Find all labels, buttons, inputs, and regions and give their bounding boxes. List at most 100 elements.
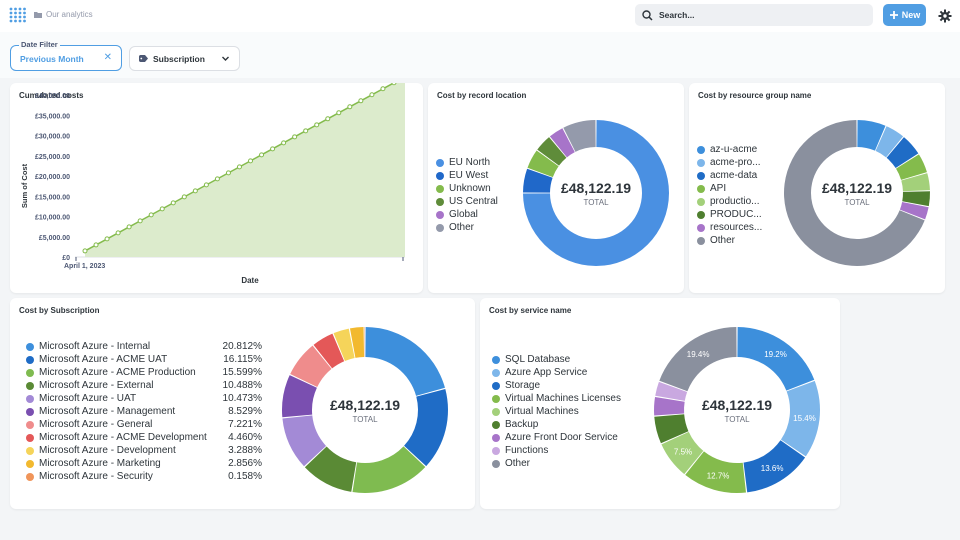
donut-slice[interactable] <box>654 397 685 416</box>
legend-item[interactable]: Other <box>436 221 526 234</box>
data-point[interactable] <box>214 176 220 182</box>
legend-item[interactable]: EU North <box>436 156 526 169</box>
data-point[interactable] <box>303 128 309 134</box>
donut-slice[interactable] <box>743 440 806 493</box>
donut-slice[interactable] <box>523 120 669 267</box>
legend-item[interactable]: Unknown <box>436 182 526 195</box>
donut-slice[interactable] <box>784 120 925 267</box>
data-point[interactable] <box>248 158 254 164</box>
legend-item[interactable]: Microsoft Azure - External 10.488% <box>26 379 262 392</box>
data-point[interactable] <box>181 194 187 200</box>
data-point[interactable] <box>292 134 298 140</box>
donut-slice[interactable] <box>875 126 904 158</box>
donut-slice[interactable] <box>523 168 553 193</box>
data-point[interactable] <box>148 212 154 218</box>
donut-slice[interactable] <box>886 137 919 169</box>
legend-item[interactable]: Other <box>697 234 777 247</box>
donut-slice[interactable] <box>349 327 365 358</box>
donut-slice[interactable] <box>313 333 345 369</box>
legend-item[interactable]: Azure Front Door Service <box>492 431 652 444</box>
legend-item[interactable]: resources... <box>697 221 777 234</box>
donut-slice[interactable] <box>404 389 448 467</box>
donut-slice[interactable] <box>899 201 929 220</box>
legend-item[interactable]: Storage <box>492 379 652 392</box>
date-filter[interactable]: Date Filter Previous Month ✕ <box>10 40 122 71</box>
legend-item[interactable]: US Central <box>436 195 526 208</box>
data-point[interactable] <box>93 242 99 248</box>
data-point[interactable] <box>270 146 276 152</box>
legend-item[interactable]: Microsoft Azure - ACME Production 15.599% <box>26 366 262 379</box>
subscription-card[interactable]: Cost by Subscription Microsoft Azure - I… <box>10 298 475 509</box>
legend-item[interactable]: acme-pro... <box>697 156 777 169</box>
data-point[interactable] <box>314 122 320 128</box>
data-point[interactable] <box>259 152 265 158</box>
logo-icon[interactable] <box>9 7 27 23</box>
donut-slice[interactable] <box>857 120 886 151</box>
donut-slice[interactable] <box>365 327 445 396</box>
legend-item[interactable]: Microsoft Azure - ACME UAT 16.115% <box>26 353 262 366</box>
data-point[interactable] <box>391 83 397 86</box>
data-point[interactable] <box>203 182 209 188</box>
data-point[interactable] <box>347 104 353 110</box>
data-point[interactable] <box>225 170 231 176</box>
legend-item[interactable]: Virtual Machines <box>492 405 652 418</box>
cumulated-costs-card[interactable]: Cumulated costs £0 £5,000.00 £10,000.00 £15… <box>10 83 423 293</box>
donut-slice[interactable] <box>780 380 820 457</box>
donut-slice[interactable] <box>659 327 737 392</box>
service-card[interactable]: Cost by service name SQL Database Azure A… <box>480 298 840 509</box>
donut-slice[interactable] <box>352 446 426 493</box>
data-point[interactable] <box>336 110 342 116</box>
data-point[interactable] <box>104 236 110 242</box>
data-point[interactable] <box>115 230 121 236</box>
donut-slice[interactable] <box>527 150 559 178</box>
new-button[interactable]: New <box>883 4 926 26</box>
data-point[interactable] <box>137 218 143 224</box>
donut-slice[interactable] <box>737 327 815 391</box>
data-point[interactable] <box>82 248 88 254</box>
legend-item[interactable]: Functions <box>492 444 652 457</box>
donut-slice[interactable] <box>282 375 317 418</box>
legend-item[interactable]: SQL Database <box>492 353 652 366</box>
data-point[interactable] <box>325 116 331 122</box>
data-point[interactable] <box>192 188 198 194</box>
legend-item[interactable]: API <box>697 182 777 195</box>
legend-item[interactable]: Microsoft Azure - Management 8.529% <box>26 405 262 418</box>
breadcrumb[interactable]: Our analytics <box>34 10 93 19</box>
legend-item[interactable]: Global <box>436 208 526 221</box>
donut-slice[interactable] <box>304 446 357 492</box>
data-point[interactable] <box>358 98 364 104</box>
donut-slice[interactable] <box>537 137 567 166</box>
donut-slice[interactable] <box>901 173 930 192</box>
donut-slice[interactable] <box>563 120 596 152</box>
data-point[interactable] <box>380 86 386 92</box>
data-point[interactable] <box>159 206 165 212</box>
legend-item[interactable]: productio... <box>697 195 777 208</box>
donut-slice[interactable] <box>654 414 689 444</box>
data-point[interactable] <box>236 164 242 170</box>
donut-slice[interactable] <box>655 381 688 401</box>
resource-group-card[interactable]: Cost by resource group name az-u-acme acm… <box>689 83 945 293</box>
legend-item[interactable]: Microsoft Azure - ACME Development 4.460% <box>26 431 262 444</box>
data-point[interactable] <box>281 140 287 146</box>
legend-item[interactable]: Microsoft Azure - Security 0.158% <box>26 470 262 483</box>
legend-item[interactable]: acme-data <box>697 169 777 182</box>
donut-slice[interactable] <box>333 328 355 361</box>
legend-item[interactable]: Azure App Service <box>492 366 652 379</box>
legend-item[interactable]: Virtual Machines Licenses <box>492 392 652 405</box>
legend-item[interactable]: PRODUC... <box>697 208 777 221</box>
donut-slice[interactable] <box>290 345 332 388</box>
legend-item[interactable]: Other <box>492 457 652 470</box>
legend-item[interactable]: Microsoft Azure - Internal 20.812% <box>26 340 262 353</box>
legend-item[interactable]: Microsoft Azure - Development 3.288% <box>26 444 262 457</box>
subscription-filter[interactable]: Subscription <box>129 46 240 71</box>
data-point[interactable] <box>126 224 132 230</box>
legend-item[interactable]: Microsoft Azure - Marketing 2.856% <box>26 457 262 470</box>
donut-slice[interactable] <box>685 451 746 493</box>
gear-icon[interactable] <box>938 9 952 23</box>
donut-slice[interactable] <box>661 431 704 475</box>
donut-slice[interactable] <box>549 128 575 158</box>
data-point[interactable] <box>170 200 176 206</box>
legend-item[interactable]: az-u-acme <box>697 143 777 156</box>
legend-item[interactable]: Backup <box>492 418 652 431</box>
clear-filter-icon[interactable]: ✕ <box>103 52 112 63</box>
